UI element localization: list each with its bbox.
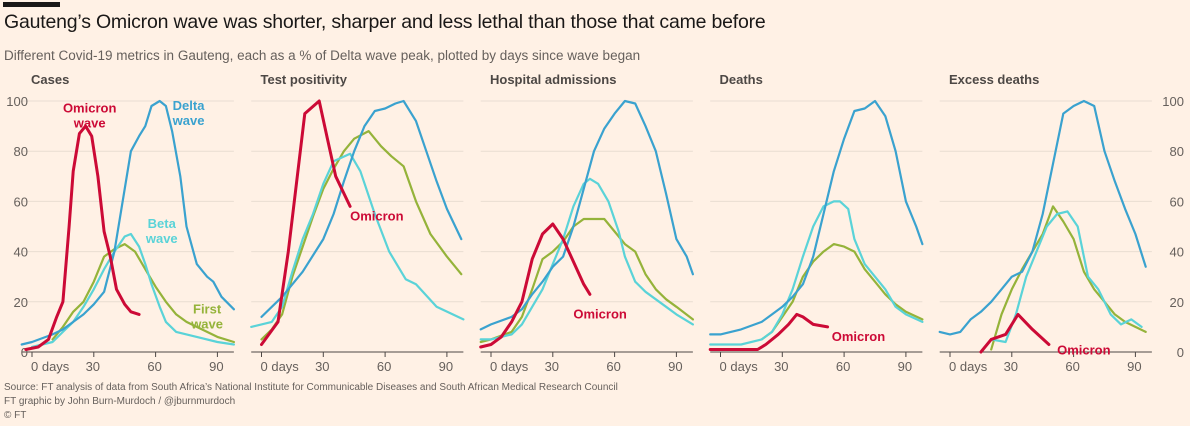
series-line-first xyxy=(51,243,235,344)
x-tick-label: 60 xyxy=(606,359,620,374)
panel-title: Excess deaths xyxy=(949,72,1039,87)
panel-title: Test positivity xyxy=(261,72,348,87)
y-tick-label: 60 xyxy=(14,194,28,209)
series-label-omicron: Omicron wave xyxy=(63,101,117,131)
series-label-line: Omicron xyxy=(832,329,886,344)
y-tick-label: 100 xyxy=(6,94,28,109)
series-label-line: Delta xyxy=(173,98,206,113)
series-label-line: Omicron xyxy=(573,306,627,321)
series-line-omicron xyxy=(479,222,592,349)
x-tick-label: 0 days xyxy=(720,359,759,374)
credit-note: FT graphic by John Burn-Murdoch / @jburn… xyxy=(4,396,236,407)
copyright-note: © FT xyxy=(4,410,27,421)
series-line-beta xyxy=(709,200,924,346)
x-tick-label: 0 days xyxy=(261,359,300,374)
series-line-delta xyxy=(709,99,924,336)
series-label-delta: Delta wave xyxy=(172,98,206,128)
chart-subtitle: Different Covid-19 metrics in Gauteng, e… xyxy=(4,48,641,63)
series-line-omicron xyxy=(24,124,141,351)
series-label-omicron: Omicron xyxy=(1057,343,1111,358)
series-label-omicron: Omicron xyxy=(350,208,404,223)
y-tick-label: 40 xyxy=(14,245,28,260)
series-label-line: Omicron xyxy=(63,101,117,116)
x-tick-label: 90 xyxy=(668,359,682,374)
series-label-line: Beta xyxy=(148,216,177,231)
x-tick-label: 90 xyxy=(898,359,912,374)
x-tick-label: 60 xyxy=(377,359,391,374)
series-label-line: wave xyxy=(172,113,205,128)
x-tick-label: 30 xyxy=(86,359,100,374)
panel-title: Hospital admissions xyxy=(490,72,616,87)
series-line-omicron xyxy=(260,99,352,346)
y-tick-label: 40 xyxy=(1170,245,1184,260)
y-tick-label: 20 xyxy=(1170,295,1184,310)
x-tick-label: 0 days xyxy=(490,359,529,374)
panel-hospital-admissions: Hospital admissions 0 days 30 60 90 Omicron xyxy=(479,72,694,374)
series-label-line: First xyxy=(193,301,222,316)
ft-brand-bar xyxy=(3,2,60,7)
x-tick-label: 30 xyxy=(774,359,788,374)
series-line-beta xyxy=(479,177,694,341)
x-tick-label: 60 xyxy=(147,359,161,374)
series-label-line: Omicron xyxy=(350,208,404,223)
series-label-beta: Beta wave xyxy=(145,216,178,246)
x-tick-label: 90 xyxy=(439,359,453,374)
y-tick-label: 0 xyxy=(1177,345,1184,360)
y-tick-label: 20 xyxy=(14,295,28,310)
x-tick-label: 30 xyxy=(545,359,559,374)
x-tick-label: 90 xyxy=(1127,359,1141,374)
panel-test-positivity: Test positivity 0 days 30 60 90 Omicron xyxy=(250,72,465,374)
y-tick-label: 80 xyxy=(14,144,28,159)
series-label-omicron: Omicron xyxy=(573,306,627,321)
x-tick-label: 30 xyxy=(315,359,329,374)
x-tick-label: 30 xyxy=(1004,359,1018,374)
y-tick-label: 80 xyxy=(1170,144,1184,159)
series-line-delta xyxy=(479,99,694,331)
series-line-delta xyxy=(938,99,1147,336)
y-tick-label: 0 xyxy=(21,345,28,360)
series-label-line: wave xyxy=(145,231,178,246)
panel-title: Cases xyxy=(31,72,69,87)
series-line-delta xyxy=(260,99,463,318)
chart-title: Gauteng’s Omicron wave was shorter, shar… xyxy=(4,11,766,33)
x-tick-label: 0 days xyxy=(949,359,988,374)
x-tick-label: 60 xyxy=(1065,359,1079,374)
y-tick-label: 60 xyxy=(1170,194,1184,209)
series-line-beta xyxy=(250,152,465,328)
series-line-first xyxy=(260,130,463,341)
series-line-delta xyxy=(20,99,235,346)
panel-excess-deaths: Excess deaths 0 days 30 60 90 0 20 40 60 80 100 Omi… xyxy=(938,72,1184,374)
series-line-first xyxy=(990,205,1147,351)
series-label-line: wave xyxy=(190,316,223,331)
series-label-omicron: Omicron xyxy=(832,329,886,344)
x-tick-label: 0 days xyxy=(31,359,70,374)
series-line-omicron xyxy=(708,312,830,351)
series-line-first xyxy=(479,217,694,344)
x-tick-label: 90 xyxy=(209,359,223,374)
source-note: Source: FT analysis of data from South A… xyxy=(4,382,618,393)
panel-title: Deaths xyxy=(720,72,763,87)
x-tick-label: 60 xyxy=(836,359,850,374)
series-label-line: wave xyxy=(73,116,106,131)
series-label-first: First wave xyxy=(190,301,223,331)
series-label-line: Omicron xyxy=(1057,343,1111,358)
y-tick-label: 100 xyxy=(1162,94,1184,109)
series-line-beta xyxy=(990,210,1143,344)
series-line-omicron xyxy=(979,312,1051,354)
panel-deaths: Deaths 0 days 30 60 90 Omicron xyxy=(708,72,924,374)
